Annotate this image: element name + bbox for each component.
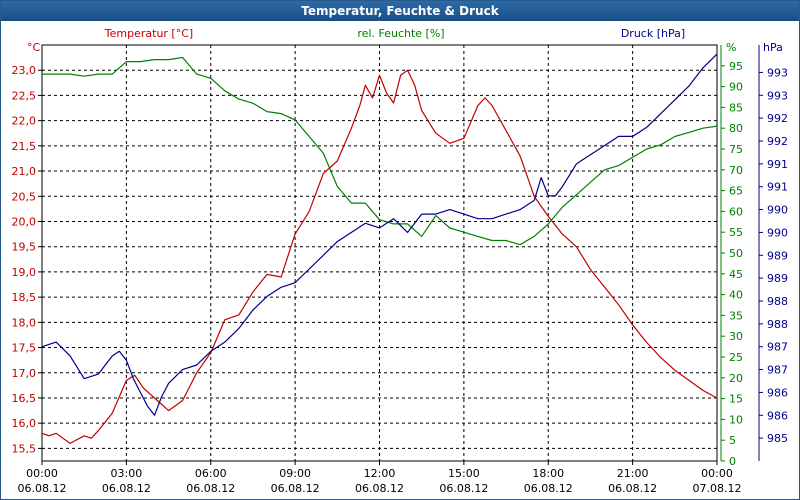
y-left-tick-label: 21,5 [12,140,37,153]
y-right2-tick-label: 992 [767,112,788,125]
x-tick-label-date: 06.08.12 [608,482,657,495]
axis-unit-right1: % [726,41,736,54]
y-right2-tick-label: 987 [767,341,788,354]
y-right1-tick-label: 35 [729,309,743,322]
y-right2-tick-label: 985 [767,432,788,445]
x-tick-label-date: 06.08.12 [186,482,235,495]
chart-title: Temperatur, Feuchte & Druck [1,1,799,21]
series-line-humidity [42,56,718,246]
y-right2-tick-label: 988 [767,318,788,331]
y-right2-tick-label: 993 [767,66,788,79]
y-right1-tick-label: 10 [729,413,743,426]
y-left-tick-label: 16,0 [12,417,37,430]
y-left-tick-label: 20,0 [12,215,37,228]
x-tick-label-date: 06.08.12 [102,482,151,495]
legend-humidity: rel. Feuchte [%] [357,27,444,40]
y-right1-tick-label: 70 [729,164,743,177]
y-right1-tick-label: 15 [729,393,743,406]
x-tick-label-time: 12:00 [364,467,396,480]
y-right2-tick-label: 992 [767,135,788,148]
y-right2-tick-label: 987 [767,364,788,377]
y-left-tick-label: 18,0 [12,316,37,329]
x-tick-label-time: 06:00 [195,467,227,480]
y-left-tick-label: 22,5 [12,89,37,102]
y-left-tick-label: 20,5 [12,190,37,203]
x-tick-label-time: 03:00 [111,467,143,480]
y-right1-tick-label: 90 [729,81,743,94]
y-right1-tick-label: 45 [729,268,743,281]
x-tick-label-date: 06.08.12 [18,482,67,495]
y-right1-tick-label: 60 [729,205,743,218]
axis-unit-right2: hPa [763,41,783,54]
y-left-tick-label: 22,0 [12,115,37,128]
y-left-tick-label: 18,5 [12,291,37,304]
x-tick-label-date: 06.08.12 [439,482,488,495]
y-right2-tick-label: 989 [767,249,788,262]
x-tick-label-time: 00:00 [701,467,733,480]
x-tick-label-time: 18:00 [532,467,564,480]
y-right2-tick-label: 990 [767,226,788,239]
y-right1-tick-label: 95 [729,60,743,73]
y-right1-tick-label: 65 [729,185,743,198]
chart-canvas: °C % hPa Temperatur [°C] rel. Feuchte [%… [12,27,789,495]
y-right1-tick-label: 85 [729,101,743,114]
y-right2-tick-label: 991 [767,158,788,171]
legend-pressure: Druck [hPa] [621,27,685,40]
y-left-tick-label: 15,5 [12,442,37,455]
y-right2-tick-label: 989 [767,272,788,285]
y-left-tick-label: 16,5 [12,392,37,405]
x-tick-label-time: 09:00 [279,467,311,480]
y-right1-tick-label: 0 [729,455,736,468]
y-right1-tick-label: 40 [729,289,743,302]
y-right2-tick-label: 988 [767,295,788,308]
y-right1-tick-label: 25 [729,351,743,364]
series-line-pressure [41,53,718,416]
y-left-tick-label: 21,0 [12,165,37,178]
x-tick-label-date: 07.08.12 [693,482,742,495]
y-right1-tick-label: 80 [729,122,743,135]
y-left-tick-label: 17,0 [12,367,37,380]
y-right2-tick-label: 986 [767,386,788,399]
y-right1-tick-label: 75 [729,143,743,156]
x-tick-label-time: 00:00 [26,467,58,480]
y-right2-tick-label: 991 [767,181,788,194]
y-right1-tick-label: 20 [729,372,743,385]
y-right1-tick-label: 5 [729,434,736,447]
y-right2-tick-label: 993 [767,89,788,102]
x-tick-label-time: 15:00 [448,467,480,480]
legend-temperature: Temperatur [°C] [104,27,193,40]
y-right1-tick-label: 30 [729,330,743,343]
y-right1-tick-label: 50 [729,247,743,260]
y-right2-tick-label: 986 [767,409,788,422]
y-left-tick-label: 17,5 [12,342,37,355]
series-line-temperature [41,69,718,444]
y-right2-tick-label: 990 [767,204,788,217]
x-tick-label-time: 21:00 [617,467,649,480]
y-left-tick-label: 23,0 [12,64,37,77]
x-tick-label-date: 06.08.12 [524,482,573,495]
y-right1-tick-label: 55 [729,226,743,239]
axis-unit-left: °C [27,41,41,54]
x-tick-label-date: 06.08.12 [271,482,320,495]
x-tick-label-date: 06.08.12 [355,482,404,495]
y-left-tick-label: 19,5 [12,241,37,254]
y-left-tick-label: 19,0 [12,266,37,279]
